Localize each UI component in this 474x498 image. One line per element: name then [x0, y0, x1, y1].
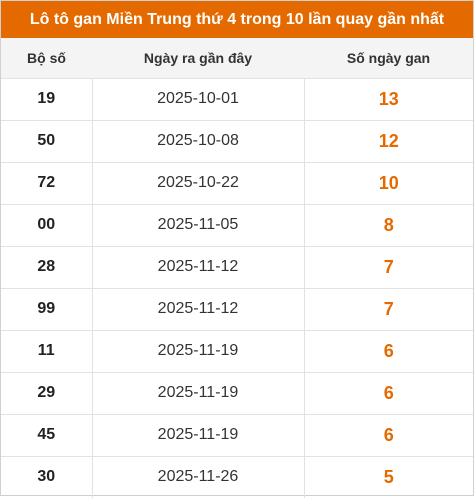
table-row: 11 2025-11-19 6	[1, 330, 473, 373]
table-row: 28 2025-11-12 7	[1, 246, 473, 289]
row-date: 2025-11-26	[91, 456, 305, 498]
row-days: 12	[304, 120, 473, 163]
row-date: 2025-11-19	[91, 372, 305, 415]
row-days: 7	[304, 288, 473, 331]
row-date: 2025-10-01	[91, 78, 305, 121]
row-number: 45	[1, 414, 92, 457]
row-number: 00	[1, 204, 92, 247]
row-days: 10	[304, 162, 473, 205]
column-header-date: Ngày ra gần đây	[92, 38, 304, 79]
row-number: 50	[1, 120, 92, 163]
table-row: 29 2025-11-19 6	[1, 372, 473, 415]
row-date: 2025-11-05	[91, 204, 305, 247]
row-date: 2025-11-12	[91, 288, 305, 331]
row-date: 2025-11-12	[91, 246, 305, 289]
row-number: 19	[1, 78, 92, 121]
table-row: 50 2025-10-08 12	[1, 120, 473, 163]
row-number: 11	[1, 330, 92, 373]
row-number: 29	[1, 372, 92, 415]
row-number: 99	[1, 288, 92, 331]
row-days: 5	[383, 466, 394, 487]
table-row: 45 2025-11-19 6	[1, 414, 473, 457]
table-row: 19 2025-10-01 13	[1, 78, 473, 121]
column-header-number: Bộ số	[1, 38, 92, 79]
panel-title: Lô tô gan Miền Trung thứ 4 trong 10 lần …	[1, 1, 473, 38]
table-row: 99 2025-11-12 7	[1, 288, 473, 331]
row-number: 72	[1, 162, 92, 205]
row-days: 8	[304, 204, 473, 247]
table-row: 00 2025-11-05 8	[1, 204, 473, 247]
table-row: 72 2025-10-22 10	[1, 162, 473, 205]
row-days: 6	[304, 330, 473, 373]
row-date: 2025-11-19	[91, 414, 305, 457]
row-days: 13	[304, 78, 473, 121]
row-date: 2025-11-19	[91, 330, 305, 373]
row-days: 7	[304, 246, 473, 289]
column-header-days: Số ngày gan	[304, 38, 473, 79]
row-date: 2025-10-08	[91, 120, 305, 163]
row-date: 2025-10-22	[91, 162, 305, 205]
table-row: 30 2025-11-26 5	[1, 456, 473, 498]
row-days: 6	[304, 372, 473, 415]
gan-table: Bộ số Ngày ra gần đây Số ngày gan 19 202…	[1, 38, 473, 498]
table-header-row: Bộ số Ngày ra gần đây Số ngày gan	[1, 38, 473, 79]
row-days: 6	[304, 414, 473, 457]
row-number: 30	[37, 468, 56, 486]
row-number: 28	[1, 246, 92, 289]
